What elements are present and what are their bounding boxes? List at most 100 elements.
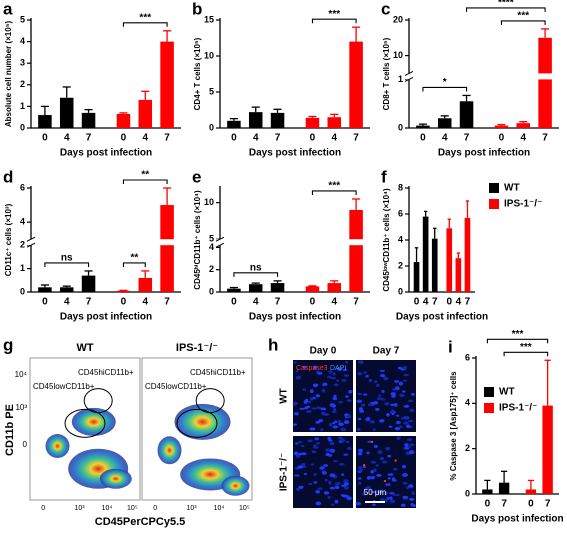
caspase-signal xyxy=(383,479,387,483)
x-axis-label: Days post infection xyxy=(396,312,488,323)
y-tick-label: 10 xyxy=(393,50,403,60)
nucleus xyxy=(307,439,313,443)
x-tick-label: 4 xyxy=(423,297,429,308)
nucleus xyxy=(292,401,299,405)
nucleus xyxy=(374,380,378,384)
panel-letter: i xyxy=(448,337,453,356)
nucleus xyxy=(337,401,344,404)
nucleus xyxy=(298,485,304,489)
panel-letter: g xyxy=(3,335,13,354)
axis-break-mark xyxy=(215,236,225,242)
nucleus xyxy=(337,419,342,424)
nucleus xyxy=(329,473,336,478)
y-tick-label: 4 xyxy=(20,36,25,46)
bar xyxy=(227,120,241,128)
x-tick-label: 0 xyxy=(42,133,48,144)
nucleus xyxy=(377,450,383,454)
y-tick-label: 4 xyxy=(465,398,470,408)
nucleus xyxy=(321,411,326,416)
x-tick-label: 7 xyxy=(86,297,92,308)
bar xyxy=(455,258,462,292)
y-tick-label: 6 xyxy=(465,352,470,362)
x-tick-label: 7 xyxy=(275,297,281,308)
bar xyxy=(349,41,363,128)
x-axis-label: Days post infection xyxy=(60,312,152,323)
nucleus xyxy=(338,462,345,466)
y-tick-label: 2 xyxy=(20,79,25,89)
bar xyxy=(464,217,471,292)
bar xyxy=(59,97,74,128)
column-label: Day 0 xyxy=(310,346,337,357)
nucleus xyxy=(377,394,382,397)
nucleus xyxy=(357,477,362,480)
nucleus xyxy=(384,402,390,406)
y-tick-label: 20 xyxy=(393,14,403,24)
nucleus xyxy=(368,378,373,383)
x-tick-label: 0 xyxy=(42,297,48,308)
significance-label: ns xyxy=(250,262,262,273)
nucleus xyxy=(410,502,414,507)
x-axis-label: Days post infection xyxy=(471,514,563,525)
nucleus xyxy=(343,485,349,490)
axis-break-mark xyxy=(404,70,414,76)
nucleus xyxy=(336,367,343,371)
nucleus xyxy=(342,369,348,372)
significance-bracket xyxy=(122,179,168,184)
nucleus xyxy=(375,464,380,467)
nucleus xyxy=(327,495,331,499)
significance-label: *** xyxy=(517,11,529,22)
y-tick-label: 0 xyxy=(398,122,403,132)
x-tick-label: 10⁵ xyxy=(127,505,138,512)
nucleus xyxy=(309,397,314,401)
nucleus xyxy=(341,484,347,487)
nucleus xyxy=(399,393,405,398)
significance-bracket xyxy=(503,351,549,357)
nucleus xyxy=(347,446,352,451)
x-axis-label: Days post infection xyxy=(249,148,341,159)
nucleus xyxy=(402,481,408,485)
nucleus xyxy=(346,399,352,402)
nucleus xyxy=(329,486,336,490)
nucleus xyxy=(385,447,391,451)
nucleus xyxy=(359,409,365,413)
nucleus xyxy=(366,485,371,490)
density-cloud xyxy=(45,434,70,459)
nucleus xyxy=(313,481,318,484)
nucleus xyxy=(372,468,377,473)
axis-break-mark xyxy=(215,242,225,248)
nucleus xyxy=(407,446,412,449)
significance-bracket xyxy=(422,86,468,92)
nucleus xyxy=(380,398,386,401)
y-tick-label: 2 xyxy=(209,264,214,274)
nucleus xyxy=(295,454,301,458)
nucleus xyxy=(411,491,415,496)
nucleus xyxy=(346,496,352,501)
nucleus xyxy=(325,452,330,457)
legend-swatch xyxy=(484,403,494,413)
legend-label: WT xyxy=(504,183,520,194)
nucleus xyxy=(358,481,362,485)
nucleus xyxy=(391,388,397,391)
nucleus xyxy=(313,446,319,449)
nucleus xyxy=(306,410,312,413)
nucleus xyxy=(408,484,414,488)
nucleus xyxy=(332,425,338,429)
nucleus xyxy=(390,403,396,407)
bar xyxy=(305,286,320,292)
nucleus xyxy=(311,450,317,454)
nucleus xyxy=(296,487,301,491)
y-tick-label: 1 xyxy=(20,101,25,111)
y-axis-label: CD11c⁺ cells (×10³) xyxy=(4,203,13,276)
y-axis-label: CD45ʰⁱCD11b⁺ cells (×10⁴) xyxy=(193,190,202,290)
x-tick-label: 4 xyxy=(331,297,337,308)
bar xyxy=(349,209,363,292)
nucleus xyxy=(357,371,363,376)
nucleus xyxy=(358,407,364,411)
nucleus xyxy=(408,450,415,455)
nucleus xyxy=(325,448,331,452)
nucleus xyxy=(301,452,307,456)
nucleus xyxy=(400,417,405,420)
x-tick-label: 0 xyxy=(153,505,157,512)
significance-bracket xyxy=(44,262,90,267)
